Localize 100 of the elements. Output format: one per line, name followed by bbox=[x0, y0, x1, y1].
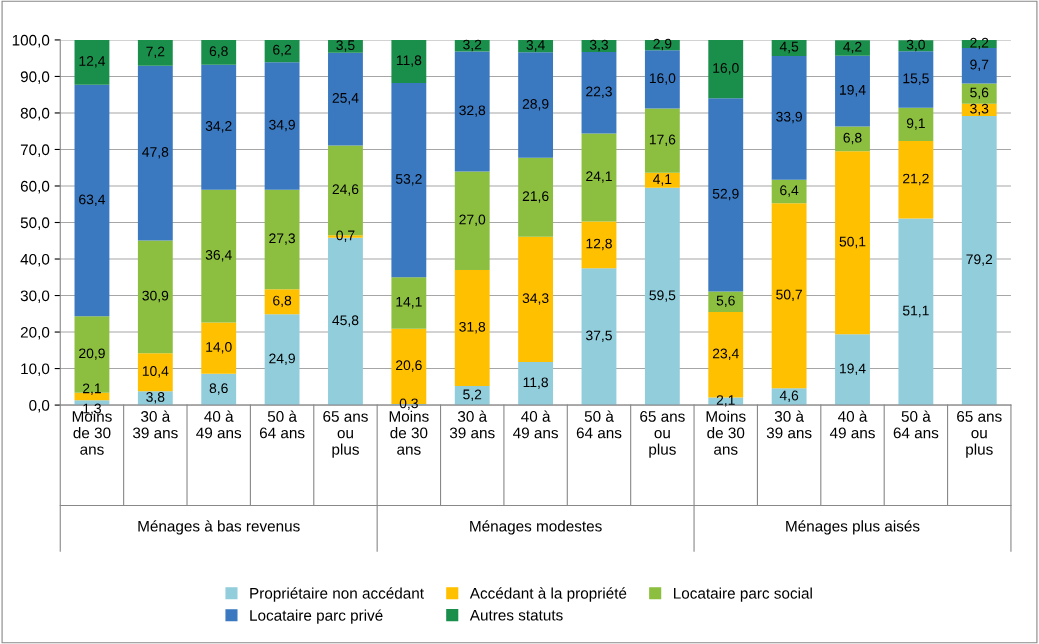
data-label: 5,6 bbox=[970, 87, 989, 99]
x-tick-label: 50 à 64 ans bbox=[893, 410, 939, 439]
data-label: 20,6 bbox=[396, 360, 422, 372]
data-label: 32,8 bbox=[459, 105, 486, 117]
data-label: 5,2 bbox=[463, 389, 482, 401]
data-label: 24,6 bbox=[332, 184, 359, 196]
data-label: 3,3 bbox=[970, 103, 989, 116]
y-tick-label: 60,0 bbox=[20, 180, 50, 194]
x-tick-label: 30 à 39 ans bbox=[766, 410, 812, 439]
y-tick-label: 0,0 bbox=[29, 399, 50, 413]
x-tick-label: 50 à 64 ans bbox=[576, 410, 622, 439]
text: Ménages modestes bbox=[470, 520, 602, 535]
x-tick-label: Moins de 30 ans bbox=[706, 410, 746, 455]
data-label: 31,8 bbox=[459, 321, 486, 334]
data-label: 2,9 bbox=[653, 38, 672, 51]
data-label: 79,2 bbox=[966, 254, 993, 266]
data-label: 34,2 bbox=[205, 121, 232, 133]
data-label: 17,6 bbox=[649, 134, 676, 147]
data-label: 27,3 bbox=[269, 233, 295, 245]
x-tick-label: 65 ans ou plus bbox=[323, 411, 368, 458]
data-label: 34,9 bbox=[269, 119, 295, 132]
data-label: 9,7 bbox=[970, 59, 989, 72]
data-label: 25,4 bbox=[332, 92, 359, 105]
legend-label: Locataire parc social bbox=[674, 587, 812, 602]
data-label: 2,1 bbox=[716, 395, 735, 407]
data-label: 2,1 bbox=[83, 383, 101, 395]
x-tick-label: 65 ans ou plus bbox=[957, 411, 1002, 458]
data-label: 27,0 bbox=[459, 214, 486, 227]
data-label: 50,7 bbox=[776, 289, 802, 302]
text: Ménages plus aisés bbox=[786, 520, 920, 535]
data-label: 30,9 bbox=[142, 290, 169, 303]
data-label: 24,1 bbox=[586, 171, 612, 183]
data-label: 19,4 bbox=[840, 84, 866, 97]
data-label: 12,8 bbox=[586, 238, 612, 251]
y-tick-label: 20,0 bbox=[20, 326, 50, 340]
data-label: 6,8 bbox=[209, 46, 228, 58]
data-label: 4,2 bbox=[843, 41, 862, 54]
data-label: 23,4 bbox=[712, 348, 739, 361]
data-label: 12,4 bbox=[79, 56, 106, 68]
data-label: 15,5 bbox=[903, 73, 929, 85]
text: Ménages à bas revenus bbox=[138, 520, 300, 535]
data-label: 14,1 bbox=[396, 297, 422, 309]
data-label: 3,4 bbox=[526, 40, 545, 52]
data-label: 52,9 bbox=[712, 188, 739, 201]
data-label: 45,8 bbox=[332, 315, 359, 327]
data-label: 19,4 bbox=[840, 363, 866, 376]
data-label: 11,8 bbox=[396, 55, 422, 67]
data-label: 59,5 bbox=[649, 290, 676, 302]
y-tick-label: 100,0 bbox=[12, 34, 50, 48]
data-label: 6,4 bbox=[780, 185, 799, 197]
data-label: 3,8 bbox=[146, 392, 165, 404]
data-label: 20,9 bbox=[79, 348, 105, 360]
x-tick-label: 30 à 39 ans bbox=[449, 410, 495, 439]
y-tick-label: 40,0 bbox=[20, 253, 50, 267]
data-label: 21,2 bbox=[903, 173, 929, 186]
legend-label: Propriétaire non accédant bbox=[250, 587, 424, 602]
data-label: 2,2 bbox=[970, 37, 989, 50]
data-label: 28,9 bbox=[522, 99, 549, 111]
x-tick-label: 40 à 49 ans bbox=[513, 410, 558, 439]
data-label: 50,1 bbox=[839, 236, 866, 249]
data-label: 16,0 bbox=[713, 63, 739, 75]
data-label: 6,8 bbox=[273, 295, 292, 308]
x-tick-label: 40 à 49 ans bbox=[196, 410, 242, 439]
y-tick-label: 10,0 bbox=[21, 363, 50, 377]
data-label: 3,0 bbox=[906, 39, 925, 52]
y-tick-label: 90,0 bbox=[20, 71, 50, 84]
data-label: 34,3 bbox=[522, 293, 549, 305]
legend-label: Autres statuts bbox=[469, 609, 563, 621]
x-tick-label: 65 ans ou plus bbox=[640, 411, 685, 458]
data-label: 36,4 bbox=[205, 249, 232, 262]
x-tick-label: Moins de 30 ans bbox=[389, 410, 429, 455]
y-tick-label: 50,0 bbox=[20, 217, 50, 230]
data-label: 6,2 bbox=[273, 44, 292, 57]
data-label: 10,4 bbox=[142, 366, 169, 378]
data-label: 51,1 bbox=[902, 305, 929, 318]
data-label: 9,1 bbox=[906, 118, 925, 130]
data-label: 14,0 bbox=[206, 342, 232, 354]
data-label: 6,8 bbox=[843, 132, 862, 145]
x-tick-label: 30 à 39 ans bbox=[132, 410, 178, 439]
data-label: 7,2 bbox=[146, 46, 165, 59]
data-label: 4,1 bbox=[653, 174, 672, 186]
y-tick-label: 70,0 bbox=[20, 144, 50, 157]
data-label: 8,6 bbox=[209, 383, 228, 395]
y-tick-label: 30,0 bbox=[20, 290, 50, 304]
data-label: 24,9 bbox=[269, 353, 295, 365]
data-label: 37,5 bbox=[586, 330, 612, 342]
data-label: 53,2 bbox=[395, 174, 422, 186]
data-label: 21,6 bbox=[522, 191, 549, 203]
data-label: 4,6 bbox=[779, 390, 799, 403]
legend-label: Locataire parc privé bbox=[250, 609, 383, 624]
data-label: 3,5 bbox=[336, 40, 355, 52]
data-label: 4,5 bbox=[779, 41, 799, 54]
data-label: 63,4 bbox=[79, 194, 106, 206]
data-label: 3,3 bbox=[589, 39, 609, 52]
y-tick-label: 80,0 bbox=[20, 107, 50, 121]
data-label: 33,9 bbox=[776, 111, 802, 124]
data-label: 22,3 bbox=[586, 86, 612, 99]
data-label: 11,8 bbox=[523, 377, 549, 389]
data-label: 3,2 bbox=[463, 39, 482, 52]
data-label: 47,8 bbox=[142, 147, 169, 159]
